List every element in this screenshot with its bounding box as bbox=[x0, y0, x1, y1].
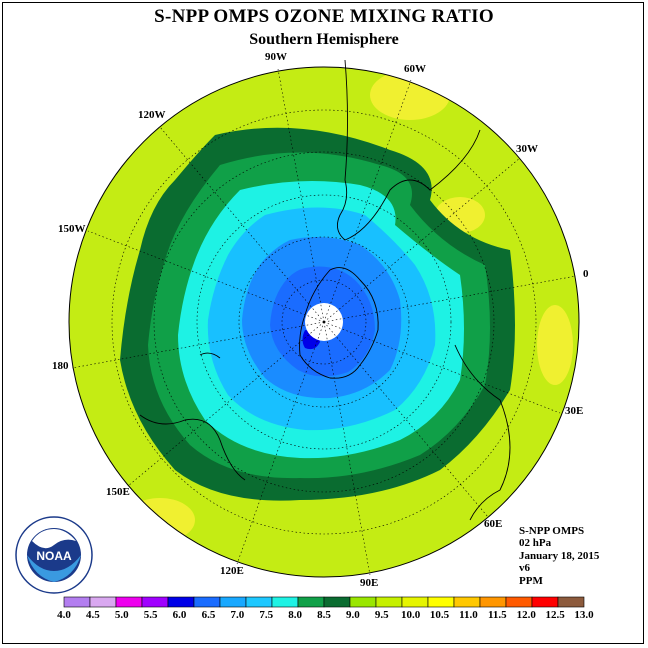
colorbar-cell bbox=[297, 596, 325, 608]
colorbar-cell bbox=[557, 596, 585, 608]
colorbar-cell bbox=[401, 596, 429, 608]
map-subtitle: Southern Hemisphere bbox=[249, 31, 399, 48]
longitude-label-60e: 60E bbox=[484, 518, 503, 530]
colorbar-cell bbox=[479, 596, 507, 608]
colorbar-tick-label: 8.0 bbox=[288, 609, 302, 621]
longitude-label-150e: 150E bbox=[106, 486, 130, 498]
colorbar-cell bbox=[167, 596, 195, 608]
colorbar-cell bbox=[427, 596, 455, 608]
instrument-name: S-NPP OMPS bbox=[519, 525, 585, 537]
colorbar-cell bbox=[219, 596, 247, 608]
pressure-level: 02 hPa bbox=[519, 537, 552, 550]
data-version: v6 bbox=[519, 562, 530, 575]
info-block: S-NPP OMPS 02 hPa January 18, 2015 v6 PP… bbox=[519, 525, 599, 587]
colorbar-tick-label: 12.0 bbox=[516, 609, 536, 621]
colorbar-tick-label: 5.0 bbox=[114, 609, 129, 621]
longitude-label-90e: 90E bbox=[360, 577, 379, 589]
colorbar-cell bbox=[193, 596, 221, 608]
logo-text: NOAA bbox=[36, 549, 72, 563]
colorbar-tick-label: 11.5 bbox=[488, 609, 507, 621]
colorbar-cell bbox=[323, 596, 351, 608]
colorbar-tick-label: 8.5 bbox=[317, 609, 331, 621]
colorbar-tick-label: 9.0 bbox=[346, 609, 360, 621]
colorbar-cell bbox=[245, 596, 273, 608]
colorbar-cell bbox=[141, 596, 169, 608]
longitude-label-0: 0 bbox=[583, 268, 589, 280]
colorbar-cell bbox=[505, 596, 533, 608]
colorbar-cell bbox=[375, 596, 403, 608]
colorbar-cell bbox=[349, 596, 377, 608]
colorbar-tick-label: 5.5 bbox=[143, 609, 158, 621]
map-boundary bbox=[68, 66, 580, 578]
colorbar-tick-label: 4.0 bbox=[57, 609, 71, 621]
graticule bbox=[71, 68, 577, 576]
map-title: S-NPP OMPS OZONE MIXING RATIO bbox=[154, 6, 494, 27]
coastlines bbox=[139, 59, 511, 521]
colorbar-cell bbox=[453, 596, 481, 608]
colorbar-tick-label: 10.5 bbox=[429, 609, 450, 621]
colorbar-cell bbox=[531, 596, 559, 608]
colorbar-tick-label: 6.0 bbox=[172, 609, 187, 621]
observation-date: January 18, 2015 bbox=[519, 549, 600, 562]
colorbar-tick-label: 7.0 bbox=[230, 609, 245, 621]
units-label: PPM bbox=[519, 574, 543, 587]
longitude-label-120w: 120W bbox=[138, 109, 166, 121]
colorbar-tick-label: 11.0 bbox=[459, 609, 478, 621]
longitude-label-30w: 30W bbox=[516, 143, 538, 155]
colorbar-cell bbox=[63, 596, 91, 608]
longitude-label-180: 180 bbox=[52, 360, 69, 372]
longitude-label-90w: 90W bbox=[265, 51, 287, 63]
longitude-label-60w: 60W bbox=[404, 63, 426, 75]
longitude-label-150w: 150W bbox=[58, 223, 86, 235]
colorbar-tick-label: 12.5 bbox=[545, 609, 565, 621]
colorbar-tick-label: 4.5 bbox=[86, 609, 100, 621]
noaa-logo: NOAA bbox=[15, 516, 93, 594]
longitude-label-30e: 30E bbox=[565, 405, 584, 417]
colorbar-tick-label: 6.5 bbox=[201, 609, 216, 621]
colorbar-tick-label: 7.5 bbox=[259, 609, 274, 621]
colorbar-tick-label: 13.0 bbox=[574, 609, 594, 621]
colorbar-cell bbox=[115, 596, 143, 608]
colorbar-tick-label: 10.0 bbox=[401, 609, 421, 621]
colorbar-cell bbox=[89, 596, 117, 608]
colorbar-cell bbox=[271, 596, 299, 608]
longitude-label-120e: 120E bbox=[220, 565, 244, 577]
colorbar-tick-label: 9.5 bbox=[374, 609, 389, 621]
high-ozone-patch bbox=[537, 305, 573, 385]
